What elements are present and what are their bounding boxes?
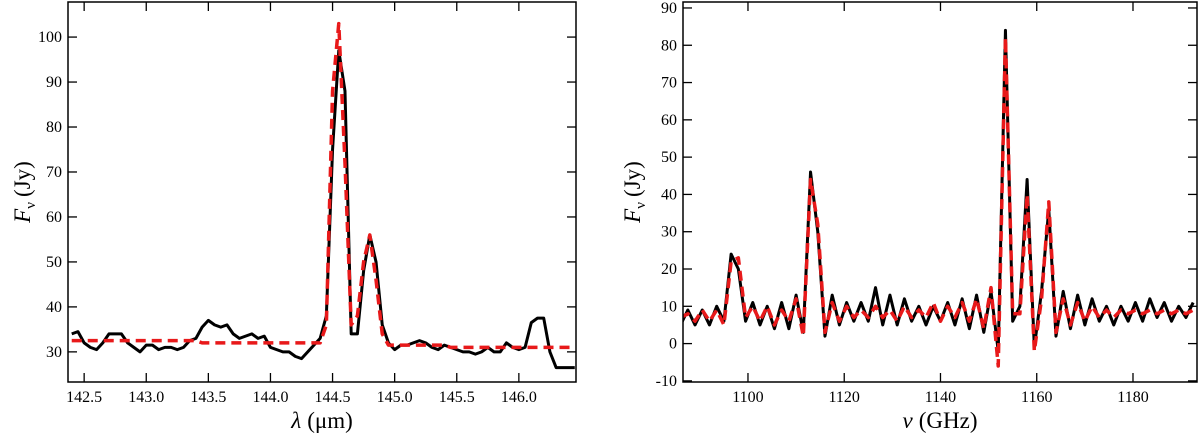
y-tick-label: 90 (46, 74, 62, 91)
x-tick-label: 1140 (925, 389, 956, 406)
y-tick-label: 50 (661, 149, 677, 166)
y-tick-label: 70 (661, 75, 677, 92)
x-tick-label: 144.0 (252, 389, 288, 406)
x-label-part: λ (290, 408, 301, 433)
y-label-part: ν (633, 202, 649, 209)
x-axis-label: λ (μm) (290, 408, 353, 433)
x-tick-label: 146.0 (501, 389, 537, 406)
data-line (71, 49, 575, 370)
data-line (683, 36, 1194, 368)
y-label-part: ν (23, 202, 39, 209)
y-tick-label: 100 (38, 29, 62, 46)
x-tick-label: 142.5 (66, 389, 102, 406)
y-tick-label: 20 (661, 261, 677, 278)
y-tick-label: 40 (46, 299, 62, 316)
y-tick-label: 30 (661, 224, 677, 241)
x-label-part: (GHz) (919, 408, 978, 433)
y-tick-label: 60 (661, 112, 677, 129)
panel: 142.5 143.0 143.5 144.0 144.5 145.0 145.5 146.0… (10, 1, 577, 433)
plot (683, 28, 1195, 368)
x-axis-label: ν (GHz) (903, 408, 978, 433)
data-line (71, 21, 575, 350)
x-tick-label: 143.5 (190, 389, 226, 406)
y-tick-label: 80 (46, 119, 62, 136)
y-tick-label: 60 (46, 209, 62, 226)
x-tick-label: 1120 (829, 389, 860, 406)
y-tick-label: 30 (46, 344, 62, 361)
y-axis-label: Fν (Jy) (10, 161, 39, 224)
y-tick-label: -10 (656, 373, 677, 390)
y-axis-label: Fν (Jy) (620, 161, 649, 224)
data-line (683, 28, 1195, 353)
y-tick-label: 70 (46, 164, 62, 181)
x-tick-label: 143.0 (128, 389, 164, 406)
x-tick-label: 145.0 (377, 389, 413, 406)
y-tick-label: 10 (661, 298, 677, 315)
y-tick-label: 90 (661, 0, 677, 17)
y-label-part: (Jy) (10, 161, 35, 197)
frame (67, 1, 577, 383)
y-label-part: F (620, 208, 645, 224)
x-tick-label: 1160 (1021, 389, 1052, 406)
x-label-part: ν (903, 408, 914, 433)
y-label-part: (Jy) (620, 161, 645, 197)
panel: 1100 1120 1140 1160 1180 -10 0 10 20 30 40 50 60 70 80… (620, 0, 1198, 433)
x-tick-label: 1100 (732, 389, 763, 406)
x-tick-label: 145.5 (439, 389, 475, 406)
x-tick-label: 1180 (1117, 389, 1148, 406)
y-tick-label: 0 (669, 336, 677, 353)
y-tick-label: 80 (661, 37, 677, 54)
y-label-part: F (10, 208, 35, 224)
y-tick-label: 50 (46, 254, 62, 271)
y-tick-label: 40 (661, 186, 677, 203)
x-label-part: (μm) (307, 408, 353, 433)
plot (71, 21, 575, 370)
x-tick-label: 144.5 (315, 389, 351, 406)
